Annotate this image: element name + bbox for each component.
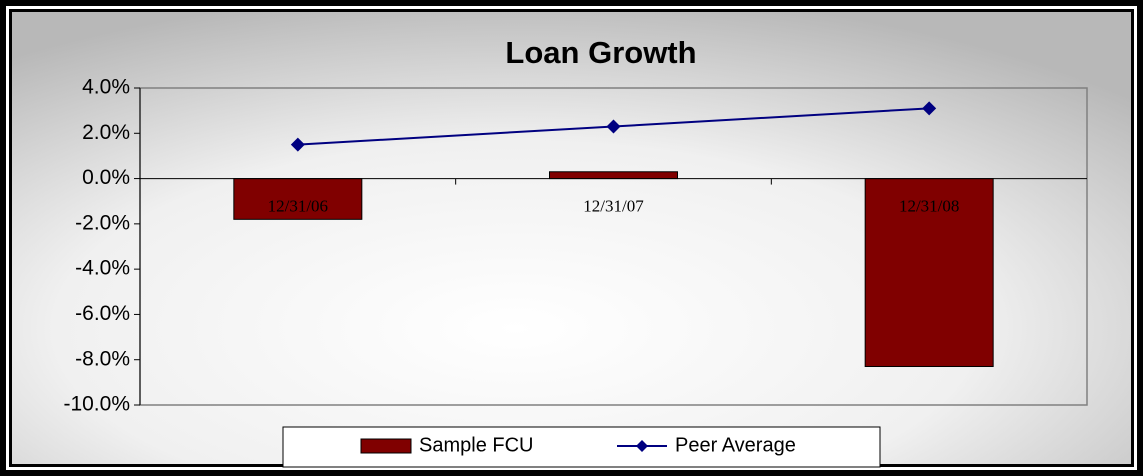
y-tick-label: -2.0% xyxy=(75,211,130,234)
chart-title: Loan Growth xyxy=(505,35,696,70)
legend-swatch xyxy=(360,438,412,454)
marker xyxy=(606,119,621,134)
y-tick-label: -6.0% xyxy=(75,302,130,325)
legend-marker xyxy=(636,440,648,452)
bar xyxy=(233,178,363,220)
legend-label: Sample FCU xyxy=(419,434,533,456)
y-tick-label: 4.0% xyxy=(82,76,130,99)
bar xyxy=(864,178,994,368)
y-tick-label: 2.0% xyxy=(82,121,130,144)
x-tick-label: 12/31/07 xyxy=(583,196,644,215)
marker xyxy=(290,137,305,152)
x-tick-label: 12/31/08 xyxy=(899,196,959,215)
bar xyxy=(549,171,678,180)
legend-label: Peer Average xyxy=(675,434,796,456)
marker xyxy=(922,101,937,116)
x-tick-label: 12/31/06 xyxy=(268,196,328,215)
y-tick-label: -4.0% xyxy=(75,257,130,280)
y-tick-label: -8.0% xyxy=(75,347,130,370)
y-tick-label: 0.0% xyxy=(82,166,130,189)
legend: Sample FCU Peer Average xyxy=(282,426,881,468)
y-tick-label: -10.0% xyxy=(63,393,130,416)
